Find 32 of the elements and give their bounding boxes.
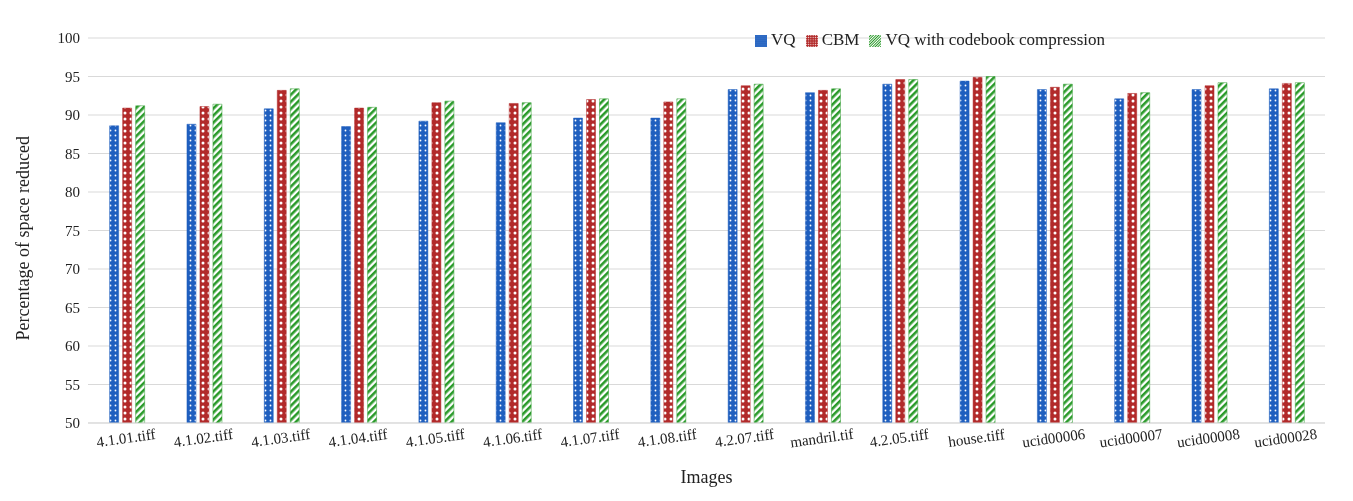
x-tick-label: ucid00006 xyxy=(1021,425,1087,451)
y-tick-label: 85 xyxy=(65,145,80,162)
legend-label: VQ with codebook compression xyxy=(885,30,1105,49)
y-tick-label: 70 xyxy=(65,261,80,278)
y-tick-label: 75 xyxy=(65,222,80,239)
y-tick-label: 65 xyxy=(65,299,80,316)
y-tick-label: 90 xyxy=(65,107,80,124)
x-tick-label: ucid00028 xyxy=(1253,425,1319,451)
y-tick-label: 55 xyxy=(65,376,80,393)
x-tick-label: house.tiff xyxy=(947,426,1006,450)
x-tick-label: 4.2.07.tiff xyxy=(713,426,775,451)
x-tick-label: 4.1.07.tiff xyxy=(559,426,621,451)
x-tick-label: 4.1.04.tiff xyxy=(327,426,389,451)
x-tick-label: 4.2.05.tiff xyxy=(868,426,930,451)
y-tick-label: 100 xyxy=(57,30,80,47)
x-tick-label: 4.1.05.tiff xyxy=(404,426,466,451)
y-axis-title: Percentage of space reduced xyxy=(13,136,34,341)
y-tick-label: 50 xyxy=(65,415,80,432)
x-axis-title: Images xyxy=(680,467,733,487)
x-tick-label: 4.1.03.tiff xyxy=(250,426,312,451)
y-tick-label: 60 xyxy=(65,338,80,355)
x-tick-label: 4.1.02.tiff xyxy=(172,426,234,451)
x-tick-label: 4.1.01.tiff xyxy=(95,426,157,451)
x-tick-label: mandril.tif xyxy=(789,425,855,451)
x-tick-label: ucid00008 xyxy=(1175,425,1241,451)
y-tick-label: 95 xyxy=(65,68,80,85)
legend-label: VQ xyxy=(771,30,796,49)
x-tick-label: 4.1.08.tiff xyxy=(636,426,698,451)
legend-label: CBM xyxy=(821,30,860,49)
y-tick-label: 80 xyxy=(65,184,80,201)
x-tick-label: 4.1.06.tiff xyxy=(482,426,543,451)
x-tick-label: ucid00007 xyxy=(1098,425,1164,451)
